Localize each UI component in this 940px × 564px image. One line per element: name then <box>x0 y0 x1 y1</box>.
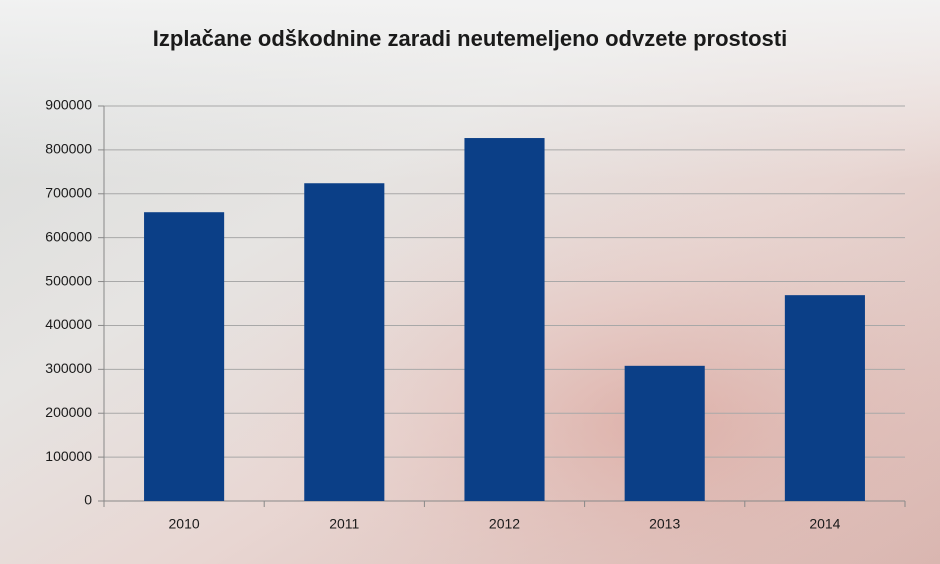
y-tick-label: 300000 <box>45 360 92 376</box>
x-tick-label: 2013 <box>649 516 680 532</box>
y-tick-label: 0 <box>84 492 92 508</box>
bar <box>144 212 225 501</box>
y-tick-label: 900000 <box>45 97 92 113</box>
marks: 2010 2011 2012 2013 2014 <box>144 138 865 532</box>
y-tick-label: 400000 <box>45 316 92 332</box>
y-tick-label: 500000 <box>45 272 92 288</box>
y-tick-label: 200000 <box>45 404 92 420</box>
y-tick-label: 600000 <box>45 228 92 244</box>
y-tick-label: 100000 <box>45 448 92 464</box>
y-tick-label: 700000 <box>45 184 92 200</box>
chart-title: Izplačane odškodnine zaradi neutemeljeno… <box>153 26 787 51</box>
x-tick-label: 2014 <box>809 516 840 532</box>
x-tick-label: 2011 <box>329 516 359 532</box>
x-tick-label: 2010 <box>169 516 200 532</box>
bar <box>784 295 865 501</box>
x-tick-label: 2012 <box>489 516 520 532</box>
bar <box>304 183 385 501</box>
y-tick-label: 800000 <box>45 141 92 157</box>
bar <box>624 365 705 501</box>
bar <box>464 138 545 502</box>
